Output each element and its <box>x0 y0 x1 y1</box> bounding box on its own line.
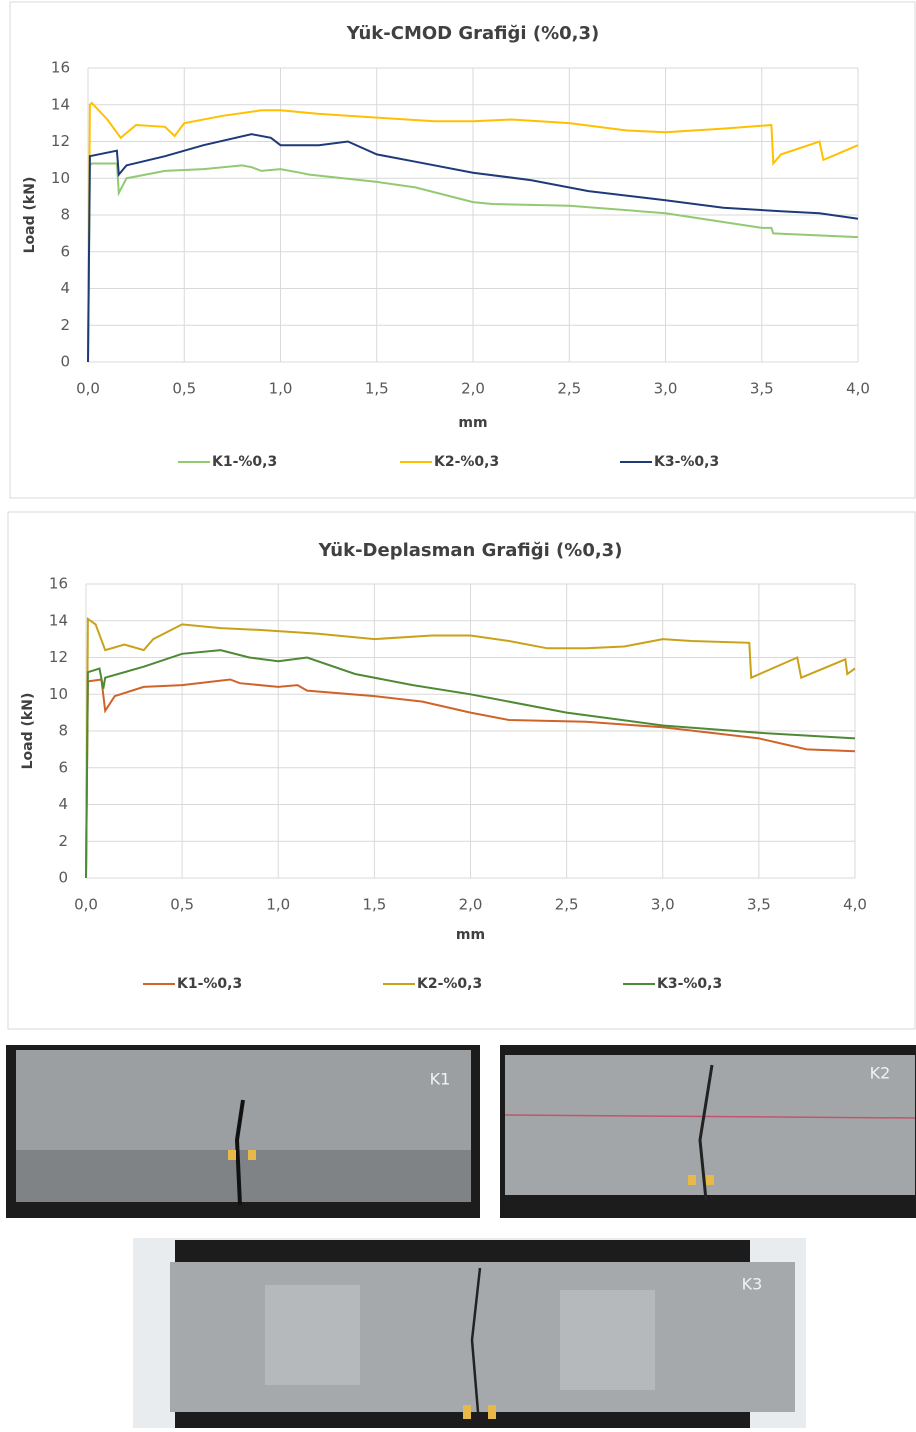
x-tick-label: 4,0 <box>846 380 870 398</box>
x-tick-label: 1,5 <box>365 380 389 398</box>
photo-label: K2 <box>870 1064 891 1083</box>
y-tick-label: 14 <box>51 95 70 113</box>
chart-title: Yük-Deplasman Grafiği (%0,3) <box>318 540 623 561</box>
legend-label: K3-%0,3 <box>654 454 719 470</box>
x-tick-label: 0,5 <box>170 896 194 914</box>
y-tick-label: 12 <box>49 648 68 666</box>
y-tick-label: 8 <box>60 206 70 224</box>
legend-label: K2-%0,3 <box>417 976 482 992</box>
photo: K2 <box>500 1045 916 1218</box>
y-tick-label: 2 <box>58 832 68 850</box>
x-tick-label: 0,0 <box>74 896 98 914</box>
photo-label: K3 <box>742 1275 763 1294</box>
y-tick-label: 12 <box>51 132 70 150</box>
x-tick-label: 2,0 <box>461 380 485 398</box>
y-tick-label: 14 <box>49 611 68 629</box>
y-tick-label: 6 <box>58 758 68 776</box>
x-tick-label: 3,0 <box>654 380 678 398</box>
legend-label: K2-%0,3 <box>434 454 499 470</box>
y-axis-label: Load (kN) <box>20 693 36 770</box>
y-tick-label: 16 <box>51 59 70 77</box>
y-tick-label: 16 <box>49 575 68 593</box>
y-tick-label: 0 <box>58 869 68 887</box>
x-axis-label: mm <box>458 415 487 431</box>
x-axis-label: mm <box>456 927 485 943</box>
y-tick-label: 2 <box>60 316 70 334</box>
y-tick-label: 4 <box>60 279 70 297</box>
legend-label: K1-%0,3 <box>177 976 242 992</box>
legend-label: K3-%0,3 <box>657 976 722 992</box>
legend-label: K1-%0,3 <box>212 454 277 470</box>
y-tick-label: 4 <box>58 795 68 813</box>
x-tick-label: 1,5 <box>362 896 386 914</box>
x-tick-label: 2,5 <box>557 380 581 398</box>
y-tick-label: 8 <box>58 722 68 740</box>
x-tick-label: 0,0 <box>76 380 100 398</box>
x-tick-label: 1,0 <box>269 380 293 398</box>
chart-frame <box>8 512 915 1029</box>
x-tick-label: 2,0 <box>459 896 483 914</box>
chart-title: Yük-CMOD Grafiği (%0,3) <box>346 23 599 44</box>
x-tick-label: 0,5 <box>172 380 196 398</box>
y-tick-label: 10 <box>51 169 70 187</box>
photo: K3 <box>133 1238 806 1428</box>
x-tick-label: 3,0 <box>651 896 675 914</box>
y-axis-label: Load (kN) <box>22 177 38 254</box>
x-tick-label: 4,0 <box>843 896 867 914</box>
y-tick-label: 6 <box>60 242 70 260</box>
x-tick-label: 2,5 <box>555 896 579 914</box>
x-tick-label: 1,0 <box>266 896 290 914</box>
y-tick-label: 0 <box>60 353 70 371</box>
y-tick-label: 10 <box>49 685 68 703</box>
photo-label: K1 <box>430 1070 451 1089</box>
x-tick-label: 3,5 <box>750 380 774 398</box>
photo: K1 <box>6 1045 480 1218</box>
x-tick-label: 3,5 <box>747 896 771 914</box>
figure: K1 K2 K3 Yük-CMOD Grafiği (%0,3) 0 2 4 6 8 10 1… <box>0 0 916 1428</box>
